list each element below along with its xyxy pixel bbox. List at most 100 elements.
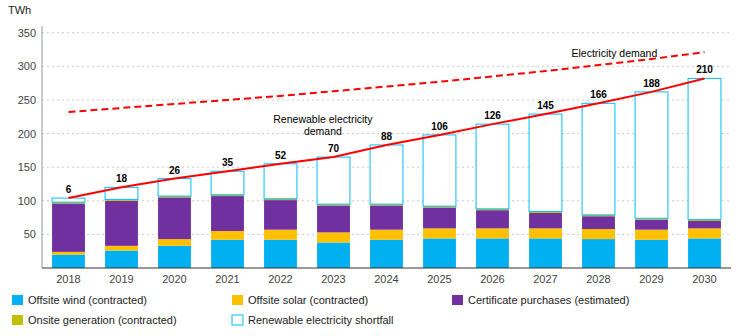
y-tick-label: 300 bbox=[18, 60, 36, 72]
chart: 50100150200250300350TWh61826355270881061… bbox=[0, 0, 745, 336]
x-tick-label: 2021 bbox=[215, 273, 239, 285]
bar-segment bbox=[105, 251, 138, 268]
bar-segment bbox=[158, 246, 191, 268]
bar-segment bbox=[688, 228, 721, 238]
bar-segment bbox=[264, 230, 297, 240]
data-label: 145 bbox=[537, 100, 554, 111]
bar-segment bbox=[158, 197, 191, 239]
annotation: Renewable electricitydemand bbox=[273, 113, 373, 137]
x-tick-label: 2029 bbox=[639, 273, 663, 285]
bar-segment bbox=[529, 213, 562, 228]
bar-segment bbox=[529, 114, 562, 211]
bar-segment bbox=[211, 171, 244, 195]
bar-segment bbox=[476, 210, 509, 228]
bar-segment bbox=[635, 230, 668, 240]
data-label: 106 bbox=[431, 121, 448, 132]
bar-segment bbox=[370, 230, 403, 240]
bar-segment bbox=[211, 231, 244, 240]
x-tick-label: 2020 bbox=[162, 273, 186, 285]
x-tick-label: 2025 bbox=[427, 273, 451, 285]
legend-label: Onsite generation (contracted) bbox=[28, 314, 177, 326]
y-tick-label: 350 bbox=[18, 27, 36, 39]
annotation: Electricity demand bbox=[572, 47, 658, 59]
x-tick-label: 2022 bbox=[268, 273, 292, 285]
annotation-line: Renewable electricity bbox=[273, 113, 373, 125]
data-label: 188 bbox=[643, 78, 660, 89]
bar-segment bbox=[370, 240, 403, 268]
bar-segment bbox=[211, 196, 244, 231]
bar-segment bbox=[582, 103, 615, 215]
data-label: 6 bbox=[66, 184, 72, 195]
bar-segment bbox=[423, 135, 456, 206]
annotation-line: Electricity demand bbox=[572, 47, 658, 59]
x-axis-line bbox=[42, 268, 731, 269]
y-tick-label: 150 bbox=[18, 161, 36, 173]
bar-segment bbox=[52, 203, 85, 251]
bar-segment bbox=[423, 228, 456, 238]
bar-segment bbox=[317, 157, 350, 204]
bar-segment bbox=[105, 246, 138, 251]
bar-segment bbox=[688, 78, 721, 219]
line bbox=[69, 78, 705, 198]
data-label: 166 bbox=[590, 89, 607, 100]
bar-segment bbox=[52, 252, 85, 255]
data-label: 70 bbox=[328, 143, 340, 154]
data-label: 26 bbox=[169, 165, 181, 176]
line bbox=[69, 52, 705, 112]
bar-segment bbox=[317, 242, 350, 268]
bar-segment bbox=[264, 200, 297, 230]
legend-label: Offsite solar (contracted) bbox=[248, 294, 368, 306]
x-tick-label: 2023 bbox=[321, 273, 345, 285]
y-axis-line bbox=[42, 26, 43, 268]
x-tick-label: 2028 bbox=[586, 273, 610, 285]
bar-segment bbox=[264, 240, 297, 268]
x-tick-label: 2019 bbox=[109, 273, 133, 285]
legend-swatch bbox=[232, 315, 243, 325]
bar-segment bbox=[688, 238, 721, 268]
bar-segment bbox=[52, 198, 85, 202]
bar-segment bbox=[264, 164, 297, 199]
bar-segment bbox=[211, 240, 244, 268]
annotation-line: demand bbox=[304, 125, 342, 137]
bar-segment bbox=[158, 239, 191, 246]
bar-segment bbox=[635, 92, 668, 218]
grid-line bbox=[42, 66, 731, 67]
bar-segment bbox=[635, 240, 668, 268]
bar-segment bbox=[52, 255, 85, 268]
legend-swatch bbox=[12, 315, 23, 325]
data-label: 88 bbox=[381, 131, 393, 142]
y-tick-label: 50 bbox=[24, 228, 36, 240]
bar-segment bbox=[635, 220, 668, 230]
bar-segment bbox=[582, 239, 615, 268]
legend-label: Certificate purchases (estimated) bbox=[468, 294, 629, 306]
bar-segment bbox=[423, 238, 456, 268]
legend: Offsite wind (contracted) Offsite solar (… bbox=[12, 294, 629, 326]
data-labels: 6182635527088106126145166188210 bbox=[66, 64, 714, 195]
bar-segment bbox=[370, 205, 403, 229]
data-label: 18 bbox=[116, 173, 128, 184]
bar-segment bbox=[688, 221, 721, 228]
legend-swatch bbox=[12, 295, 23, 305]
x-tick-label: 2024 bbox=[374, 273, 398, 285]
y-axis-label: TWh bbox=[8, 4, 31, 16]
bar-segment bbox=[317, 205, 350, 232]
bar-segment bbox=[476, 124, 509, 209]
data-label: 52 bbox=[275, 150, 287, 161]
grid-line bbox=[42, 99, 731, 100]
bar-segment bbox=[529, 228, 562, 238]
legend-label: Renewable electricity shortfall bbox=[248, 314, 394, 326]
legend-swatch bbox=[452, 295, 463, 305]
x-tick-label: 2026 bbox=[480, 273, 504, 285]
bar-segment bbox=[423, 208, 456, 229]
bar-segment bbox=[370, 145, 403, 204]
data-label: 126 bbox=[484, 110, 501, 121]
bar-segment bbox=[582, 216, 615, 229]
legend-label: Offsite wind (contracted) bbox=[28, 294, 147, 306]
bar-segment bbox=[105, 201, 138, 246]
bar-segment bbox=[529, 238, 562, 268]
y-tick-label: 200 bbox=[18, 128, 36, 140]
bar-segment bbox=[476, 238, 509, 268]
x-tick-label: 2030 bbox=[692, 273, 716, 285]
x-tick-label: 2027 bbox=[533, 273, 557, 285]
y-tick-label: 100 bbox=[18, 195, 36, 207]
